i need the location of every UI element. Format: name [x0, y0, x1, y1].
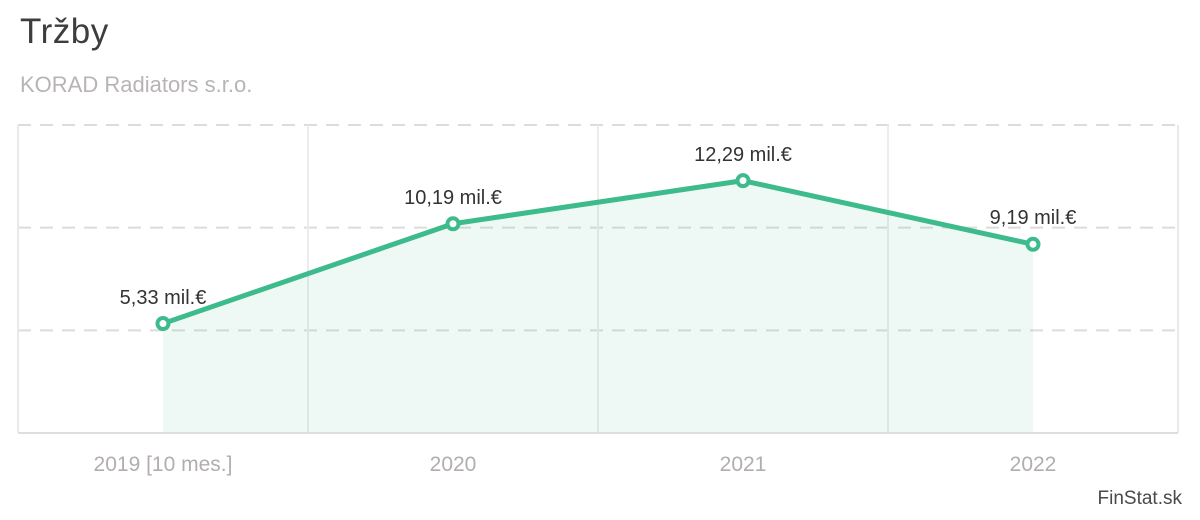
data-point-marker[interactable] — [445, 216, 461, 232]
chart-subtitle: KORAD Radiators s.r.o. — [20, 72, 253, 97]
data-point-label: 5,33 mil.€ — [119, 286, 207, 309]
data-point-marker[interactable] — [1025, 236, 1041, 252]
x-tick-label: 2019 [10 mes.] — [93, 453, 233, 476]
series-area — [163, 180, 1033, 433]
chart-title: Tržby — [20, 12, 109, 51]
data-point-marker[interactable] — [735, 173, 751, 189]
x-tick-label: 2022 — [1009, 453, 1057, 476]
data-point-label: 12,29 mil.€ — [694, 143, 792, 166]
finstat-watermark-link[interactable]: FinStat.sk — [1097, 488, 1182, 509]
data-point-label: 9,19 mil.€ — [989, 207, 1077, 230]
x-tick-label: 2020 — [429, 453, 477, 476]
series-line — [160, 178, 1036, 327]
x-tick-label: 2021 — [719, 453, 767, 476]
data-point-label: 10,19 mil.€ — [404, 186, 502, 209]
data-point-marker[interactable] — [155, 316, 171, 332]
gridlines — [18, 124, 1178, 433]
